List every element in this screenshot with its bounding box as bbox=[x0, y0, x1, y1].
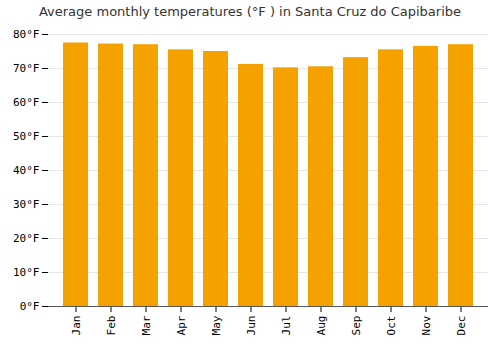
svg-text:Jan: Jan bbox=[70, 315, 83, 335]
svg-text:Oct: Oct bbox=[385, 315, 398, 335]
svg-text:Aug: Aug bbox=[315, 315, 328, 335]
svg-text:0°F: 0°F bbox=[20, 300, 40, 313]
svg-text:Jun: Jun bbox=[245, 315, 258, 335]
svg-text:80°F: 80°F bbox=[13, 28, 40, 41]
svg-text:60°F: 60°F bbox=[13, 96, 40, 109]
svg-text:70°F: 70°F bbox=[13, 62, 40, 75]
svg-text:Nov: Nov bbox=[420, 315, 433, 335]
svg-text:Mar: Mar bbox=[140, 315, 153, 335]
svg-text:May: May bbox=[210, 315, 223, 335]
html-text:Average monthly temperatures (: Average monthly temperatures (°F ) in Sa… bbox=[39, 4, 461, 19]
svg-text:Jul: Jul bbox=[280, 315, 293, 335]
svg-text:30°F: 30°F bbox=[13, 198, 40, 211]
svg-text:20°F: 20°F bbox=[13, 232, 40, 245]
svg-text:Sep: Sep bbox=[350, 315, 363, 335]
svg-text:40°F: 40°F bbox=[13, 164, 40, 177]
svg-text:50°F: 50°F bbox=[13, 130, 40, 143]
svg-text:Dec: Dec bbox=[455, 315, 468, 335]
svg-text:Feb: Feb bbox=[105, 315, 118, 335]
svg-text:10°F: 10°F bbox=[13, 266, 40, 279]
svg-text:Apr: Apr bbox=[175, 315, 188, 335]
